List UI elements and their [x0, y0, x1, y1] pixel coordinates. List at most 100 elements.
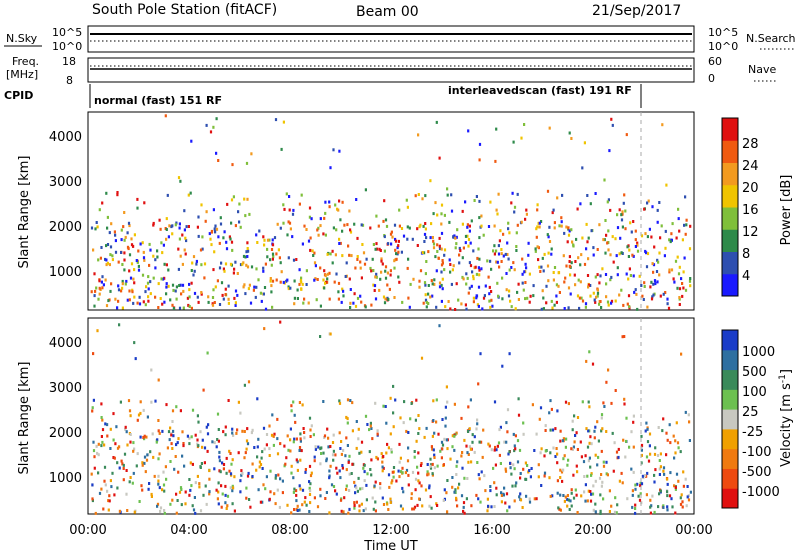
- heatmap-cell: [436, 464, 439, 468]
- heatmap-cell: [646, 235, 649, 239]
- heatmap-cell: [600, 449, 603, 453]
- heatmap-cell: [105, 244, 108, 248]
- heatmap-cell: [568, 508, 571, 511]
- heatmap-cell: [332, 449, 335, 453]
- heatmap-cell: [364, 188, 367, 192]
- heatmap-cell: [631, 253, 634, 257]
- heatmap-cell: [98, 292, 101, 296]
- heatmap-cell: [405, 429, 408, 433]
- heatmap-cell: [489, 485, 492, 488]
- heatmap-cell: [197, 234, 200, 238]
- heatmap-cell: [128, 224, 131, 228]
- heatmap-cell: [101, 275, 104, 279]
- heatmap-cell: [336, 471, 339, 475]
- heatmap-cell: [616, 226, 620, 230]
- heatmap-cell: [564, 400, 568, 404]
- xtick-1600: 16:00: [473, 523, 510, 538]
- heatmap-cell: [406, 205, 409, 209]
- heatmap-cell: [588, 441, 591, 445]
- heatmap-cell: [341, 254, 344, 258]
- heatmap-cell: [263, 243, 266, 247]
- heatmap-cell: [513, 210, 516, 214]
- heatmap-cell: [596, 273, 599, 277]
- heatmap-cell: [446, 187, 449, 191]
- heatmap-cell: [616, 273, 619, 277]
- heatmap-cell: [592, 253, 595, 257]
- heatmap-cell: [438, 236, 441, 240]
- heatmap-cell: [225, 456, 228, 460]
- heatmap-cell: [677, 446, 680, 450]
- heatmap-cell: [118, 509, 121, 513]
- heatmap-cell: [507, 452, 510, 456]
- heatmap-cell: [553, 303, 556, 307]
- heatmap-cell: [562, 254, 565, 258]
- heatmap-cell: [178, 226, 181, 230]
- heatmap-cell: [129, 414, 132, 418]
- heatmap-cell: [441, 277, 444, 281]
- heatmap-cell: [688, 279, 692, 283]
- heatmap-cell: [157, 306, 160, 309]
- heatmap-cell: [397, 250, 400, 254]
- heatmap-cell: [673, 484, 676, 488]
- heatmap-cell: [388, 287, 391, 291]
- heatmap-cell: [286, 233, 289, 237]
- heatmap-cell: [653, 452, 657, 456]
- heatmap-cell: [313, 459, 316, 463]
- heatmap-cell: [246, 197, 249, 201]
- heatmap-cell: [189, 461, 192, 465]
- heatmap-cell: [508, 231, 511, 235]
- heatmap-cell: [665, 453, 668, 457]
- heatmap-cell: [634, 511, 637, 515]
- heatmap-cell: [231, 489, 234, 493]
- heatmap-cell: [360, 276, 363, 280]
- heatmap-cell: [348, 277, 351, 281]
- heatmap-cell: [323, 216, 326, 220]
- heatmap-cell: [270, 248, 274, 251]
- heatmap-cell: [581, 236, 584, 240]
- heatmap-cell: [324, 233, 327, 237]
- heatmap-cell: [488, 285, 491, 289]
- heatmap-cell: [414, 488, 417, 492]
- heatmap-cell: [432, 448, 435, 452]
- heatmap-cell: [384, 297, 387, 301]
- heatmap-cell: [411, 470, 415, 474]
- heatmap-cell: [458, 253, 461, 257]
- heatmap-cell: [611, 123, 614, 127]
- heatmap-cell: [300, 449, 303, 453]
- heatmap-cell: [400, 250, 403, 254]
- heatmap-cell: [247, 287, 250, 291]
- heatmap-cell: [239, 263, 243, 267]
- heatmap-cell: [658, 459, 661, 462]
- heatmap-cell: [379, 482, 382, 486]
- heatmap-cell: [539, 451, 542, 455]
- heatmap-cell: [438, 156, 441, 160]
- heatmap-cell: [224, 293, 227, 296]
- heatmap-cell: [433, 466, 436, 470]
- heatmap-cell: [381, 262, 384, 266]
- heatmap-cell: [245, 161, 249, 165]
- heatmap-cell: [125, 430, 128, 434]
- heatmap-cell: [349, 228, 352, 232]
- heatmap-cell: [246, 474, 250, 478]
- heatmap-cell: [138, 302, 142, 306]
- heatmap-cell: [568, 255, 571, 259]
- heatmap-cell: [536, 225, 539, 229]
- heatmap-cell: [480, 214, 483, 218]
- heatmap-cell: [524, 281, 527, 284]
- heatmap-cell: [522, 421, 525, 425]
- heatmap-cell: [132, 244, 135, 248]
- heatmap-cell: [307, 239, 311, 243]
- station-title: South Pole Station (fitACF): [92, 2, 277, 18]
- heatmap-cell: [387, 298, 390, 301]
- heatmap-cell: [109, 289, 112, 293]
- heatmap-cell: [472, 300, 475, 304]
- heatmap-cell: [355, 500, 358, 504]
- heatmap-cell: [163, 300, 166, 304]
- heatmap-cell: [483, 294, 486, 298]
- xtick-2000: 20:00: [574, 523, 611, 538]
- heatmap-cell: [646, 427, 649, 431]
- heatmap-cell: [175, 492, 178, 496]
- heatmap-cell: [449, 270, 452, 274]
- heatmap-cell: [397, 275, 400, 279]
- heatmap-cell: [327, 445, 330, 449]
